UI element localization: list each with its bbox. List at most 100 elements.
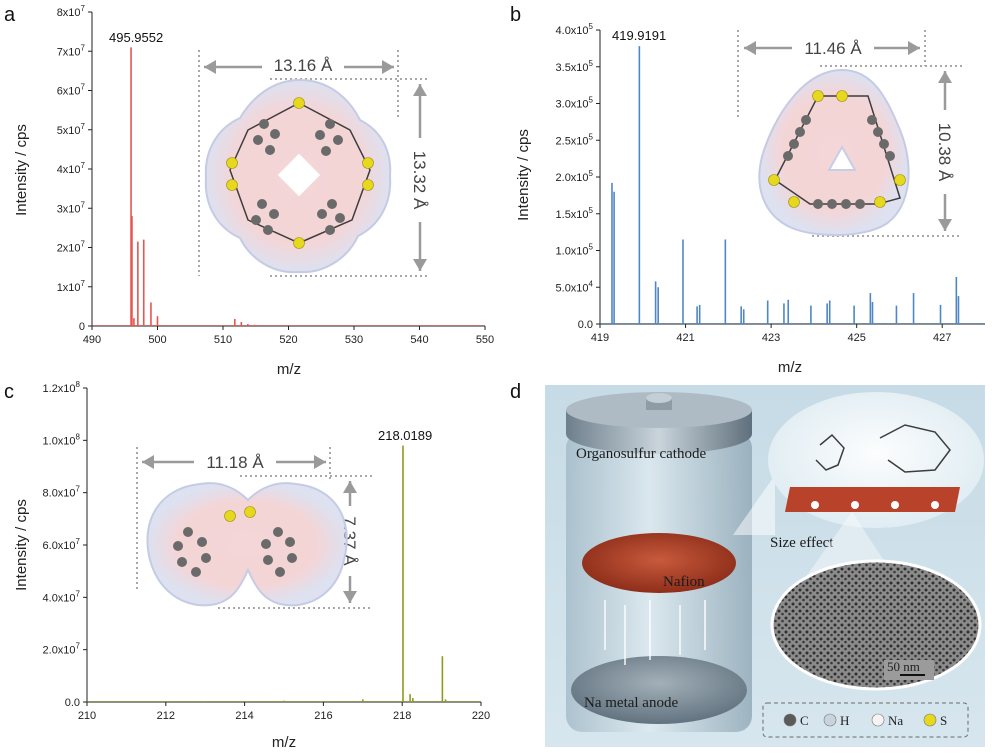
x-tick-label: 427: [933, 332, 951, 344]
y-tick-label: 7x107: [57, 43, 86, 58]
carbon-atoms: [251, 119, 345, 235]
y-tick-label: 1.5x105: [556, 206, 594, 221]
x-tick-label: 500: [148, 334, 166, 346]
esp-surface: [758, 68, 910, 237]
dim-label-bg: [262, 52, 344, 76]
x-tick-label: 419: [591, 332, 609, 344]
x-tick-label: 520: [279, 334, 297, 346]
na-metal-anode: [571, 656, 747, 724]
x-tick-label: 220: [472, 710, 490, 722]
x-tick-label: 425: [847, 332, 865, 344]
dim-label-bg: [410, 138, 432, 222]
panel-c-molecule-inset: 11.18 Å 7.37 Å: [136, 447, 372, 609]
panel-c-label: c: [4, 381, 14, 403]
panel-b-ticks: 419 421 423 425 427 0.0 5.0x104 1.0x105 1.5x105 2…: [556, 22, 952, 344]
size-effect-label: Size effect: [770, 535, 834, 551]
sulfur-atoms: [226, 97, 374, 249]
panel-c-plot: 210 212 214 216 218 220 0.0 2.0x107 4.0x107 6.0x1…: [13, 380, 490, 751]
y-tick-label: 3.5x105: [556, 59, 594, 74]
panel-c-y-axis-label: Intensity / cps: [13, 499, 30, 591]
panel-a-x-axis-label: m/z: [277, 361, 301, 378]
panel-a-width-dim: 13.16 Å: [274, 56, 333, 75]
panel-c: c 210 212 214 216 218 220 0.0 2.0x107 4.0x107 6.0…: [4, 380, 490, 751]
esp-pore: [827, 144, 857, 171]
y-tick-label: 0.0: [65, 697, 80, 709]
atom-legend-box: [762, 702, 969, 738]
nafion-label: Nafion: [663, 574, 705, 590]
panel-b-y-axis-label: Intensity / cps: [515, 129, 532, 221]
panel-b-x-axis-label: m/z: [778, 359, 802, 376]
y-tick-label: 4x107: [57, 161, 86, 176]
sulfur-atoms: [224, 506, 256, 522]
panel-a-peak-label: 495.9552: [109, 30, 163, 45]
panel-b: b 419 421 423 425 427 0.0 5.0x104 1.0x105 1.5x10…: [510, 4, 985, 376]
panel-a-plot: 490 500 510 520 530 540 550 0 1x107 2x107 3x107 4x1…: [13, 4, 494, 378]
y-tick-label: 8x107: [57, 4, 86, 19]
carbon-atoms: [173, 527, 297, 577]
legend-label: S: [940, 713, 947, 728]
x-tick-label: 490: [83, 334, 101, 346]
y-tick-label: 2.0x105: [556, 169, 594, 184]
y-tick-label: 4.0x105: [556, 22, 594, 37]
y-tick-label: 2x107: [57, 240, 86, 255]
y-tick-label: 5x107: [57, 122, 86, 137]
ion-paths: [604, 600, 706, 665]
y-tick-label: 2.5x105: [556, 132, 594, 147]
x-tick-label: 550: [476, 334, 494, 346]
cathode-label: Organosulfur cathode: [576, 446, 706, 462]
panel-b-molecule-inset: 11.46 Å 10.38 Å: [737, 30, 962, 237]
tem-image: [770, 559, 982, 691]
y-tick-label: 0.0: [578, 319, 593, 331]
panel-a-y-axis-label: Intensity / cps: [13, 124, 30, 216]
anode-label: Na metal anode: [584, 695, 678, 711]
zoom-cone: [733, 475, 775, 535]
legend-swatch: [823, 713, 837, 727]
y-tick-label: 1x107: [57, 279, 86, 294]
dim-label-bg: [194, 449, 276, 473]
y-tick-label: 1.2x108: [43, 380, 81, 395]
y-tick-label: 3.0x105: [556, 96, 594, 111]
esp-pore: [277, 153, 321, 197]
nafion-layer: [582, 533, 736, 593]
dim-label-bg: [935, 110, 957, 194]
y-tick-label: 3x107: [57, 200, 86, 215]
panel-a-label: a: [4, 4, 16, 26]
x-tick-label: 216: [314, 710, 332, 722]
panel-a-molecule-inset: 13.16 Å 13.32 Å: [198, 50, 432, 277]
y-tick-label: 6x107: [57, 83, 86, 98]
dim-label-bg: [792, 34, 874, 58]
y-tick-label: 0: [79, 321, 85, 333]
legend-swatch: [871, 713, 885, 727]
panel-b-peak-label: 419.9191: [612, 28, 666, 43]
panel-a: a 490 500 510 520 530 540 55001x1072x1073x1074…: [4, 4, 494, 378]
y-tick-label: 5.0x104: [556, 279, 594, 294]
sulfur-atoms: [768, 90, 906, 208]
x-tick-label: 214: [235, 710, 253, 722]
x-tick-label: 218: [393, 710, 411, 722]
panel-c-x-axis-label: m/z: [272, 734, 296, 751]
x-tick-label: 210: [78, 710, 96, 722]
y-tick-label: 4.0x107: [43, 589, 81, 604]
panel-b-height-dim: 10.38 Å: [935, 123, 954, 182]
legend-label: C: [800, 713, 809, 728]
y-tick-label: 2.0x107: [43, 642, 81, 657]
legend-swatch: [783, 713, 797, 727]
legend-label: H: [840, 713, 849, 728]
panel-a-peaks: [92, 47, 485, 326]
na-ions: [811, 501, 939, 509]
y-tick-label: 8.0x107: [43, 485, 81, 500]
panel-b-peaks: [600, 46, 985, 324]
panel-b-width-dim: 11.46 Å: [804, 39, 862, 58]
carbon-atoms: [783, 115, 895, 209]
panel-c-peak-label: 218.0189: [378, 428, 432, 443]
panel-d: d Organosulfur cathode Nafion Na metal a…: [510, 381, 985, 747]
x-tick-label: 510: [214, 334, 232, 346]
x-tick-label: 540: [410, 334, 428, 346]
x-tick-label: 530: [345, 334, 363, 346]
panel-c-ticks: 210 212 214 216 218 220 0.0 2.0x107 4.0x107 6.0x1…: [43, 380, 491, 722]
legend-label: Na: [888, 713, 903, 728]
zoom-molecules: [815, 424, 951, 473]
membrane-slice: [785, 487, 960, 512]
panel-a-ticks: 490 500 510 520 530 540 550 0 1x107 2x107 3x107 4x1…: [57, 4, 494, 346]
y-tick-label: 1.0x105: [556, 243, 594, 258]
